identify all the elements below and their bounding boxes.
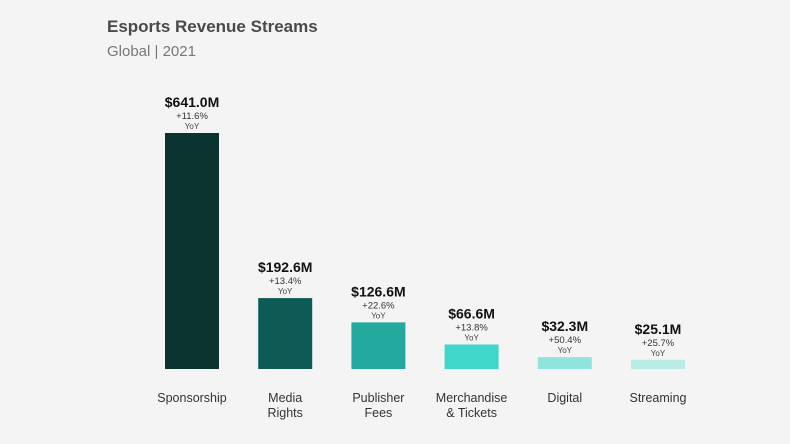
category-label: Sponsorship bbox=[157, 391, 227, 405]
yoy-label: YoY bbox=[371, 311, 386, 320]
category-label: Rights bbox=[267, 406, 302, 420]
category-label: Media bbox=[268, 391, 302, 405]
yoy-label: YoY bbox=[278, 287, 293, 296]
bar bbox=[351, 322, 406, 369]
chart-subtitle: Global | 2021 bbox=[107, 43, 196, 60]
value-label: $32.3M bbox=[541, 318, 588, 334]
bar bbox=[258, 298, 313, 369]
category-label: Merchandise bbox=[436, 391, 508, 405]
category-label: Publisher bbox=[352, 391, 404, 405]
category-label: Fees bbox=[365, 406, 393, 420]
category-label: & Tickets bbox=[446, 406, 497, 420]
growth-label: +50.4% bbox=[549, 335, 582, 346]
bar bbox=[631, 359, 685, 369]
bar bbox=[444, 344, 499, 369]
growth-label: +22.6% bbox=[362, 300, 395, 311]
yoy-label: YoY bbox=[464, 333, 479, 342]
yoy-label: YoY bbox=[558, 346, 573, 355]
value-label: $25.1M bbox=[635, 321, 682, 337]
yoy-label: YoY bbox=[651, 349, 666, 358]
category-label: Digital bbox=[547, 391, 582, 405]
growth-label: +13.8% bbox=[455, 322, 488, 333]
value-label: $641.0M bbox=[165, 94, 219, 110]
value-label: $126.6M bbox=[351, 283, 405, 299]
bar bbox=[537, 357, 592, 369]
chart-title: Esports Revenue Streams bbox=[107, 17, 318, 36]
growth-label: +11.6% bbox=[176, 111, 208, 122]
growth-label: +25.7% bbox=[642, 338, 675, 349]
growth-label: +13.4% bbox=[269, 276, 302, 287]
category-label: Streaming bbox=[630, 391, 687, 405]
yoy-label: YoY bbox=[185, 122, 200, 131]
bar bbox=[165, 133, 219, 369]
value-label: $66.6M bbox=[448, 305, 495, 321]
value-label: $192.6M bbox=[258, 259, 312, 275]
